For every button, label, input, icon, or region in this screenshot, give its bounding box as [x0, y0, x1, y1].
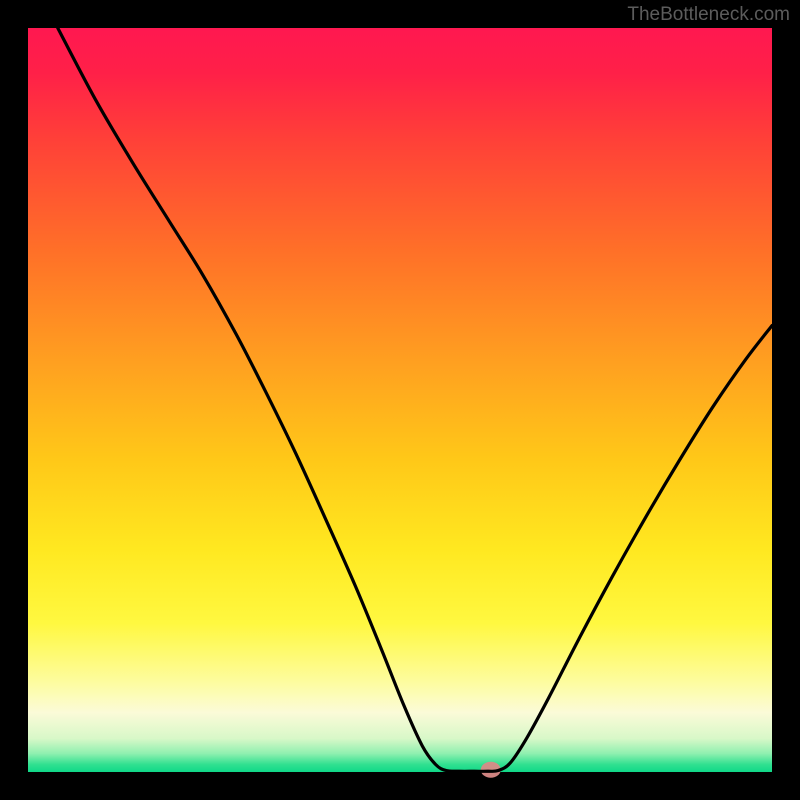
bottleneck-chart	[0, 0, 800, 800]
chart-background	[28, 28, 772, 772]
watermark-text: TheBottleneck.com	[627, 4, 790, 26]
